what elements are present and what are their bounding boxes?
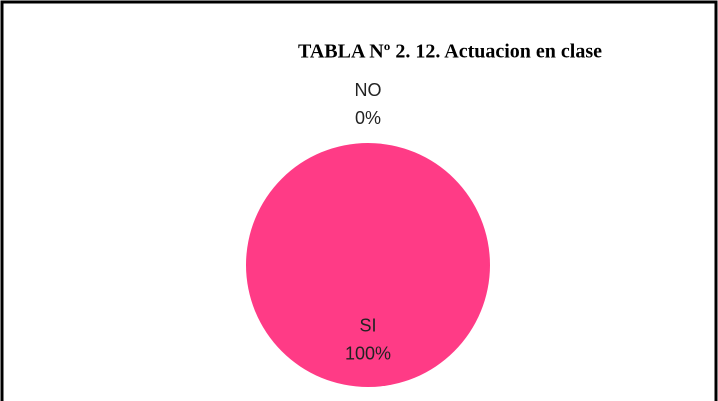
pie-slice (246, 143, 490, 387)
data-label-value: 100% (345, 343, 391, 363)
data-label-category: SI (359, 315, 376, 335)
data-label-value: 0% (355, 108, 381, 128)
chart-title: TABLA Nº 2. 12. Actuacion en clase (298, 41, 602, 63)
data-label-category: NO (355, 80, 382, 100)
